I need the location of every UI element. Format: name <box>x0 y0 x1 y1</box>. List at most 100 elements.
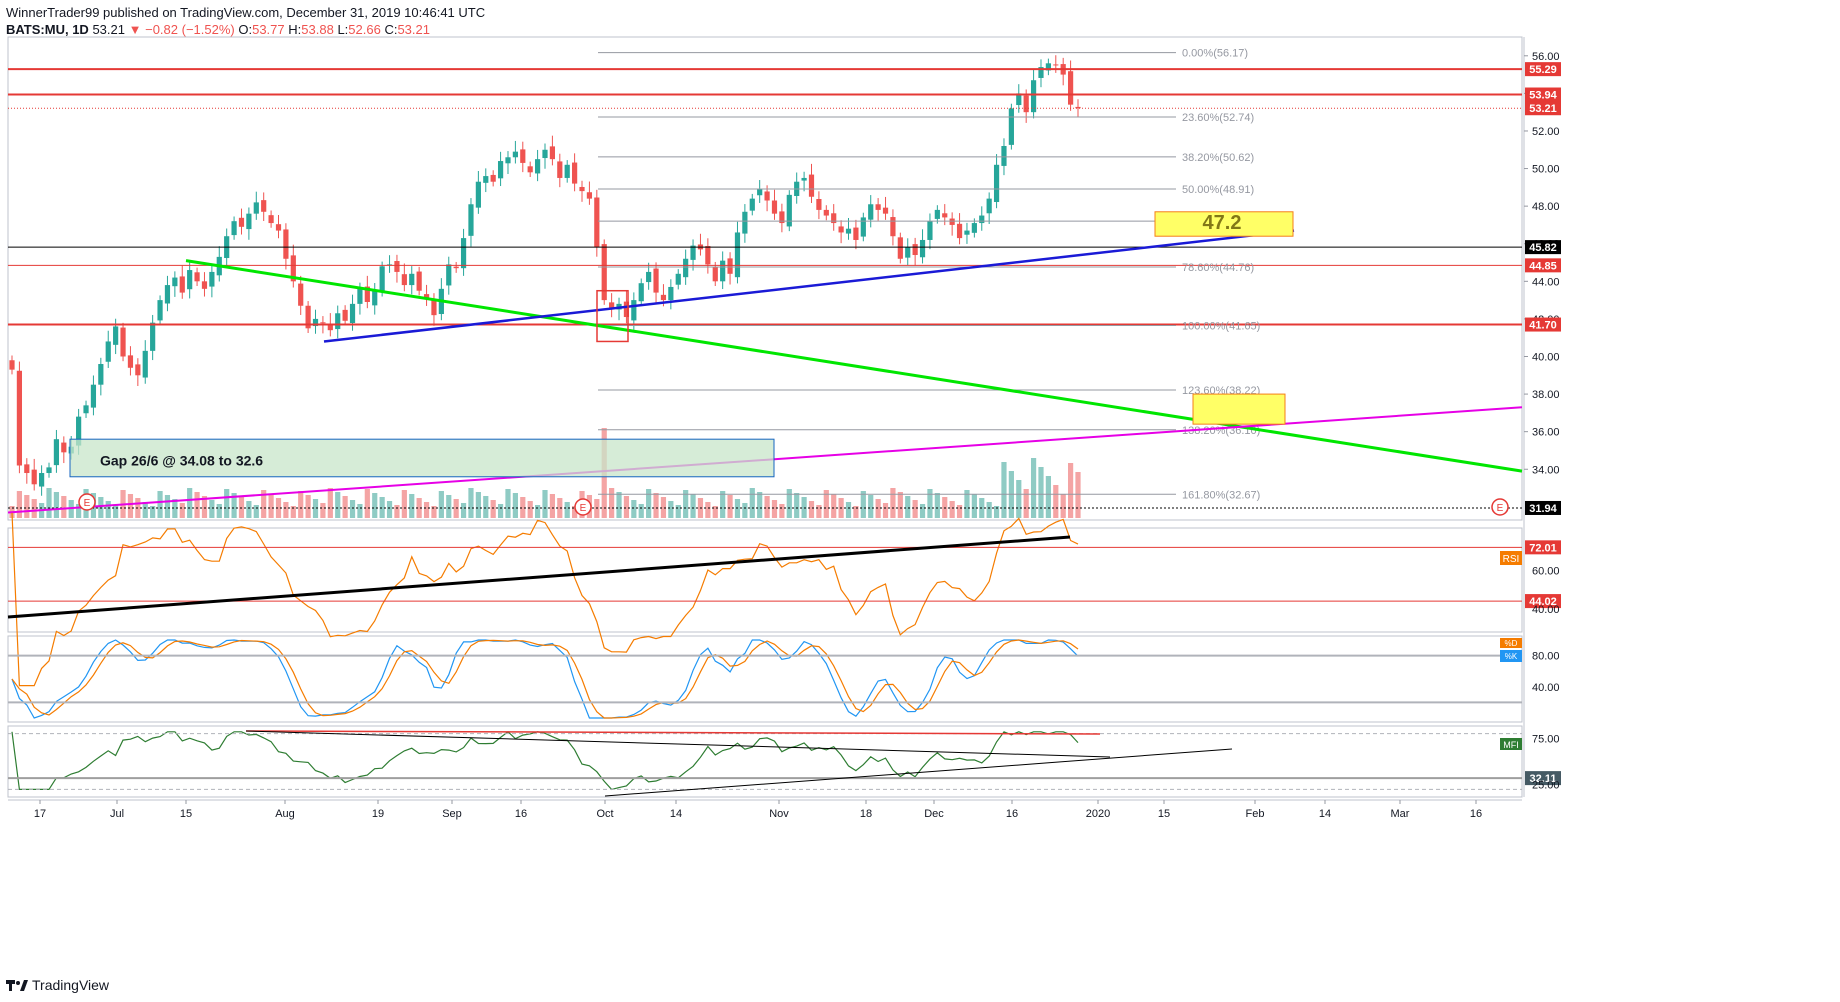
candle-body <box>771 200 778 214</box>
candle-body <box>46 467 52 474</box>
candle-body <box>290 255 296 282</box>
candle-body <box>956 223 963 239</box>
volume-bar <box>342 496 348 518</box>
price-label-text: 45.82 <box>1529 242 1557 254</box>
volume-bar <box>912 500 918 518</box>
volume-bar <box>105 501 111 518</box>
candle-body <box>379 266 385 292</box>
candle-body <box>172 277 178 287</box>
volume-bar <box>512 493 518 518</box>
volume-bar <box>742 503 748 518</box>
candle-body <box>1045 63 1051 71</box>
candle-body <box>1067 71 1074 105</box>
mfi-resistance-line <box>245 730 1101 735</box>
stoch-tick-label: 80.00 <box>1532 651 1560 663</box>
candle-body <box>468 204 474 236</box>
candle-body <box>542 149 548 159</box>
volume-bar <box>882 503 889 518</box>
mfi-level-label: 32.11 <box>1530 773 1557 785</box>
volume-bar <box>794 493 800 518</box>
time-tick-label: Aug <box>275 808 295 820</box>
candle-body <box>342 309 348 321</box>
time-tick-label: Dec <box>924 808 944 820</box>
volume-bar <box>934 493 940 518</box>
candle-body <box>320 322 326 324</box>
volume-bar <box>113 505 119 518</box>
candle-body <box>660 294 667 301</box>
mfi-tick-label: 25.00 <box>1532 780 1560 792</box>
earnings-marker-label: E <box>84 498 91 509</box>
price-label-text: 53.21 <box>1529 103 1557 115</box>
candle-body <box>549 146 556 160</box>
price-label-text: 55.29 <box>1529 64 1557 76</box>
volume-bar <box>831 494 837 518</box>
candle-body <box>520 149 526 163</box>
volume-bar <box>631 500 637 518</box>
volume-bar <box>438 491 444 518</box>
candle-body <box>127 355 134 368</box>
candle-body <box>261 200 267 212</box>
volume-bar <box>179 503 185 518</box>
candle-body <box>897 237 903 259</box>
candle-body <box>609 302 615 310</box>
volume-bar <box>971 494 977 518</box>
candle-body <box>594 197 600 248</box>
candle-body <box>120 327 126 357</box>
volume-bar <box>76 504 82 518</box>
volume-bar <box>1038 467 1044 518</box>
volume-bar <box>305 495 311 518</box>
volume-bar <box>231 493 237 518</box>
time-tick-label: 14 <box>1319 808 1331 820</box>
stoch-pane-frame <box>7 635 1523 723</box>
volume-bar <box>845 502 852 518</box>
volume-bar <box>927 489 933 518</box>
candle-body <box>298 283 304 306</box>
candle-body <box>460 238 467 269</box>
candle-body <box>845 228 852 234</box>
volume-bar <box>1001 462 1007 518</box>
highlight-box <box>596 289 629 343</box>
high-label: H: <box>288 22 302 37</box>
volume-bar <box>275 498 282 518</box>
volume-bar <box>497 504 504 518</box>
price-label-text: 31.94 <box>1529 503 1557 515</box>
price-change: −0.82 (−1.52%) <box>145 22 235 37</box>
volume-bar <box>1053 485 1059 518</box>
candle-body <box>24 464 30 474</box>
candle-body <box>39 473 45 487</box>
volume-bar <box>446 495 452 518</box>
rsi-badge <box>1500 551 1522 565</box>
price-label-text: 44.85 <box>1529 260 1557 272</box>
candle-body <box>971 223 977 233</box>
volume-bar <box>468 488 474 518</box>
rsi-tick-label: 40.00 <box>1532 604 1560 616</box>
mfi-line <box>11 731 1079 791</box>
candle-body <box>187 270 193 290</box>
candle-body <box>668 286 674 301</box>
candle-body <box>579 186 585 192</box>
candle-body <box>564 164 570 178</box>
candle-body <box>1016 93 1022 106</box>
candle-body <box>401 274 407 286</box>
volume-bar <box>172 499 178 518</box>
volume-bar <box>572 506 578 518</box>
price-chart[interactable]: 56.0054.0052.0050.0048.0046.0044.0042.00… <box>0 0 1840 975</box>
candle-body <box>157 300 163 321</box>
price-pane-frame <box>7 36 1523 521</box>
volume-bar <box>712 506 718 518</box>
time-tick-label: Nov <box>769 808 789 820</box>
candle-body <box>942 213 948 218</box>
fib-level-label: 0.00%(56.17) <box>1182 48 1248 60</box>
candle-body <box>623 301 630 318</box>
rsi-tick-label: 60.00 <box>1532 565 1560 577</box>
rsi-level-box <box>1525 540 1561 555</box>
volume-bar <box>964 490 970 518</box>
candle-body <box>416 271 422 291</box>
close-value: 53.21 <box>397 22 430 37</box>
candle-body <box>786 194 792 227</box>
earnings-marker-label: E <box>1497 503 1504 514</box>
candle-body <box>16 370 23 466</box>
candle-body <box>919 239 926 258</box>
candle-body <box>238 217 245 227</box>
volume-bar <box>609 488 615 518</box>
